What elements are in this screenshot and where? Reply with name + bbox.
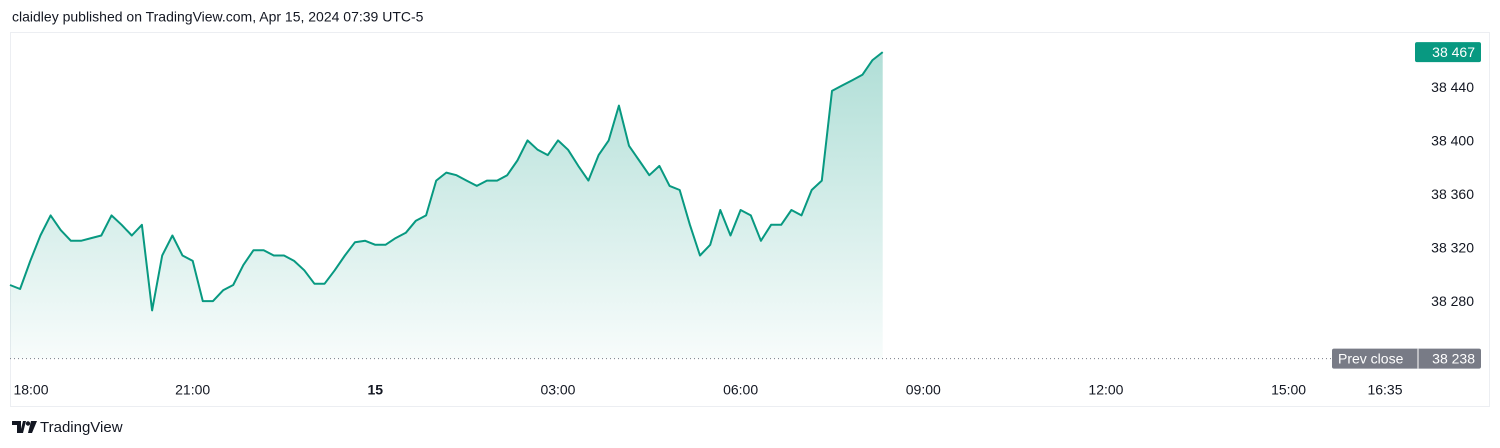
- chart-title: claidley published on TradingView.com, A…: [12, 9, 424, 25]
- y-tick-label: 38 320: [1431, 240, 1474, 256]
- y-tick-label: 38 280: [1431, 293, 1474, 309]
- x-tick-label: 15:00: [1271, 382, 1306, 398]
- footer: TradingView: [40, 419, 123, 436]
- logo: [12, 421, 37, 433]
- x-tick-label: 03:00: [540, 382, 575, 398]
- y-tick-label: 38 440: [1431, 79, 1474, 95]
- x-tick-label: 18:00: [13, 382, 48, 398]
- prev-close-label: 38 238: [1432, 350, 1475, 366]
- x-tick-label: 15: [368, 382, 384, 398]
- price-line: [9, 51, 884, 312]
- prev-close-name: Prev close: [1338, 350, 1404, 366]
- prev-close-badge: [1332, 348, 1481, 369]
- last-price-badge: [1415, 42, 1481, 63]
- x-tick-label: 12:00: [1088, 382, 1123, 398]
- x-tick-label: 06:00: [723, 382, 758, 398]
- area-fill: [10, 52, 883, 359]
- x-tick-label: 16:35: [1367, 382, 1402, 398]
- last-price-label: 38 467: [1432, 44, 1475, 60]
- chart-frame: [10, 32, 1490, 407]
- x-tick-label: 21:00: [175, 382, 210, 398]
- x-tick-label: 09:00: [906, 382, 941, 398]
- y-tick-label: 38 400: [1431, 132, 1474, 148]
- y-tick-label: 38 360: [1431, 186, 1474, 202]
